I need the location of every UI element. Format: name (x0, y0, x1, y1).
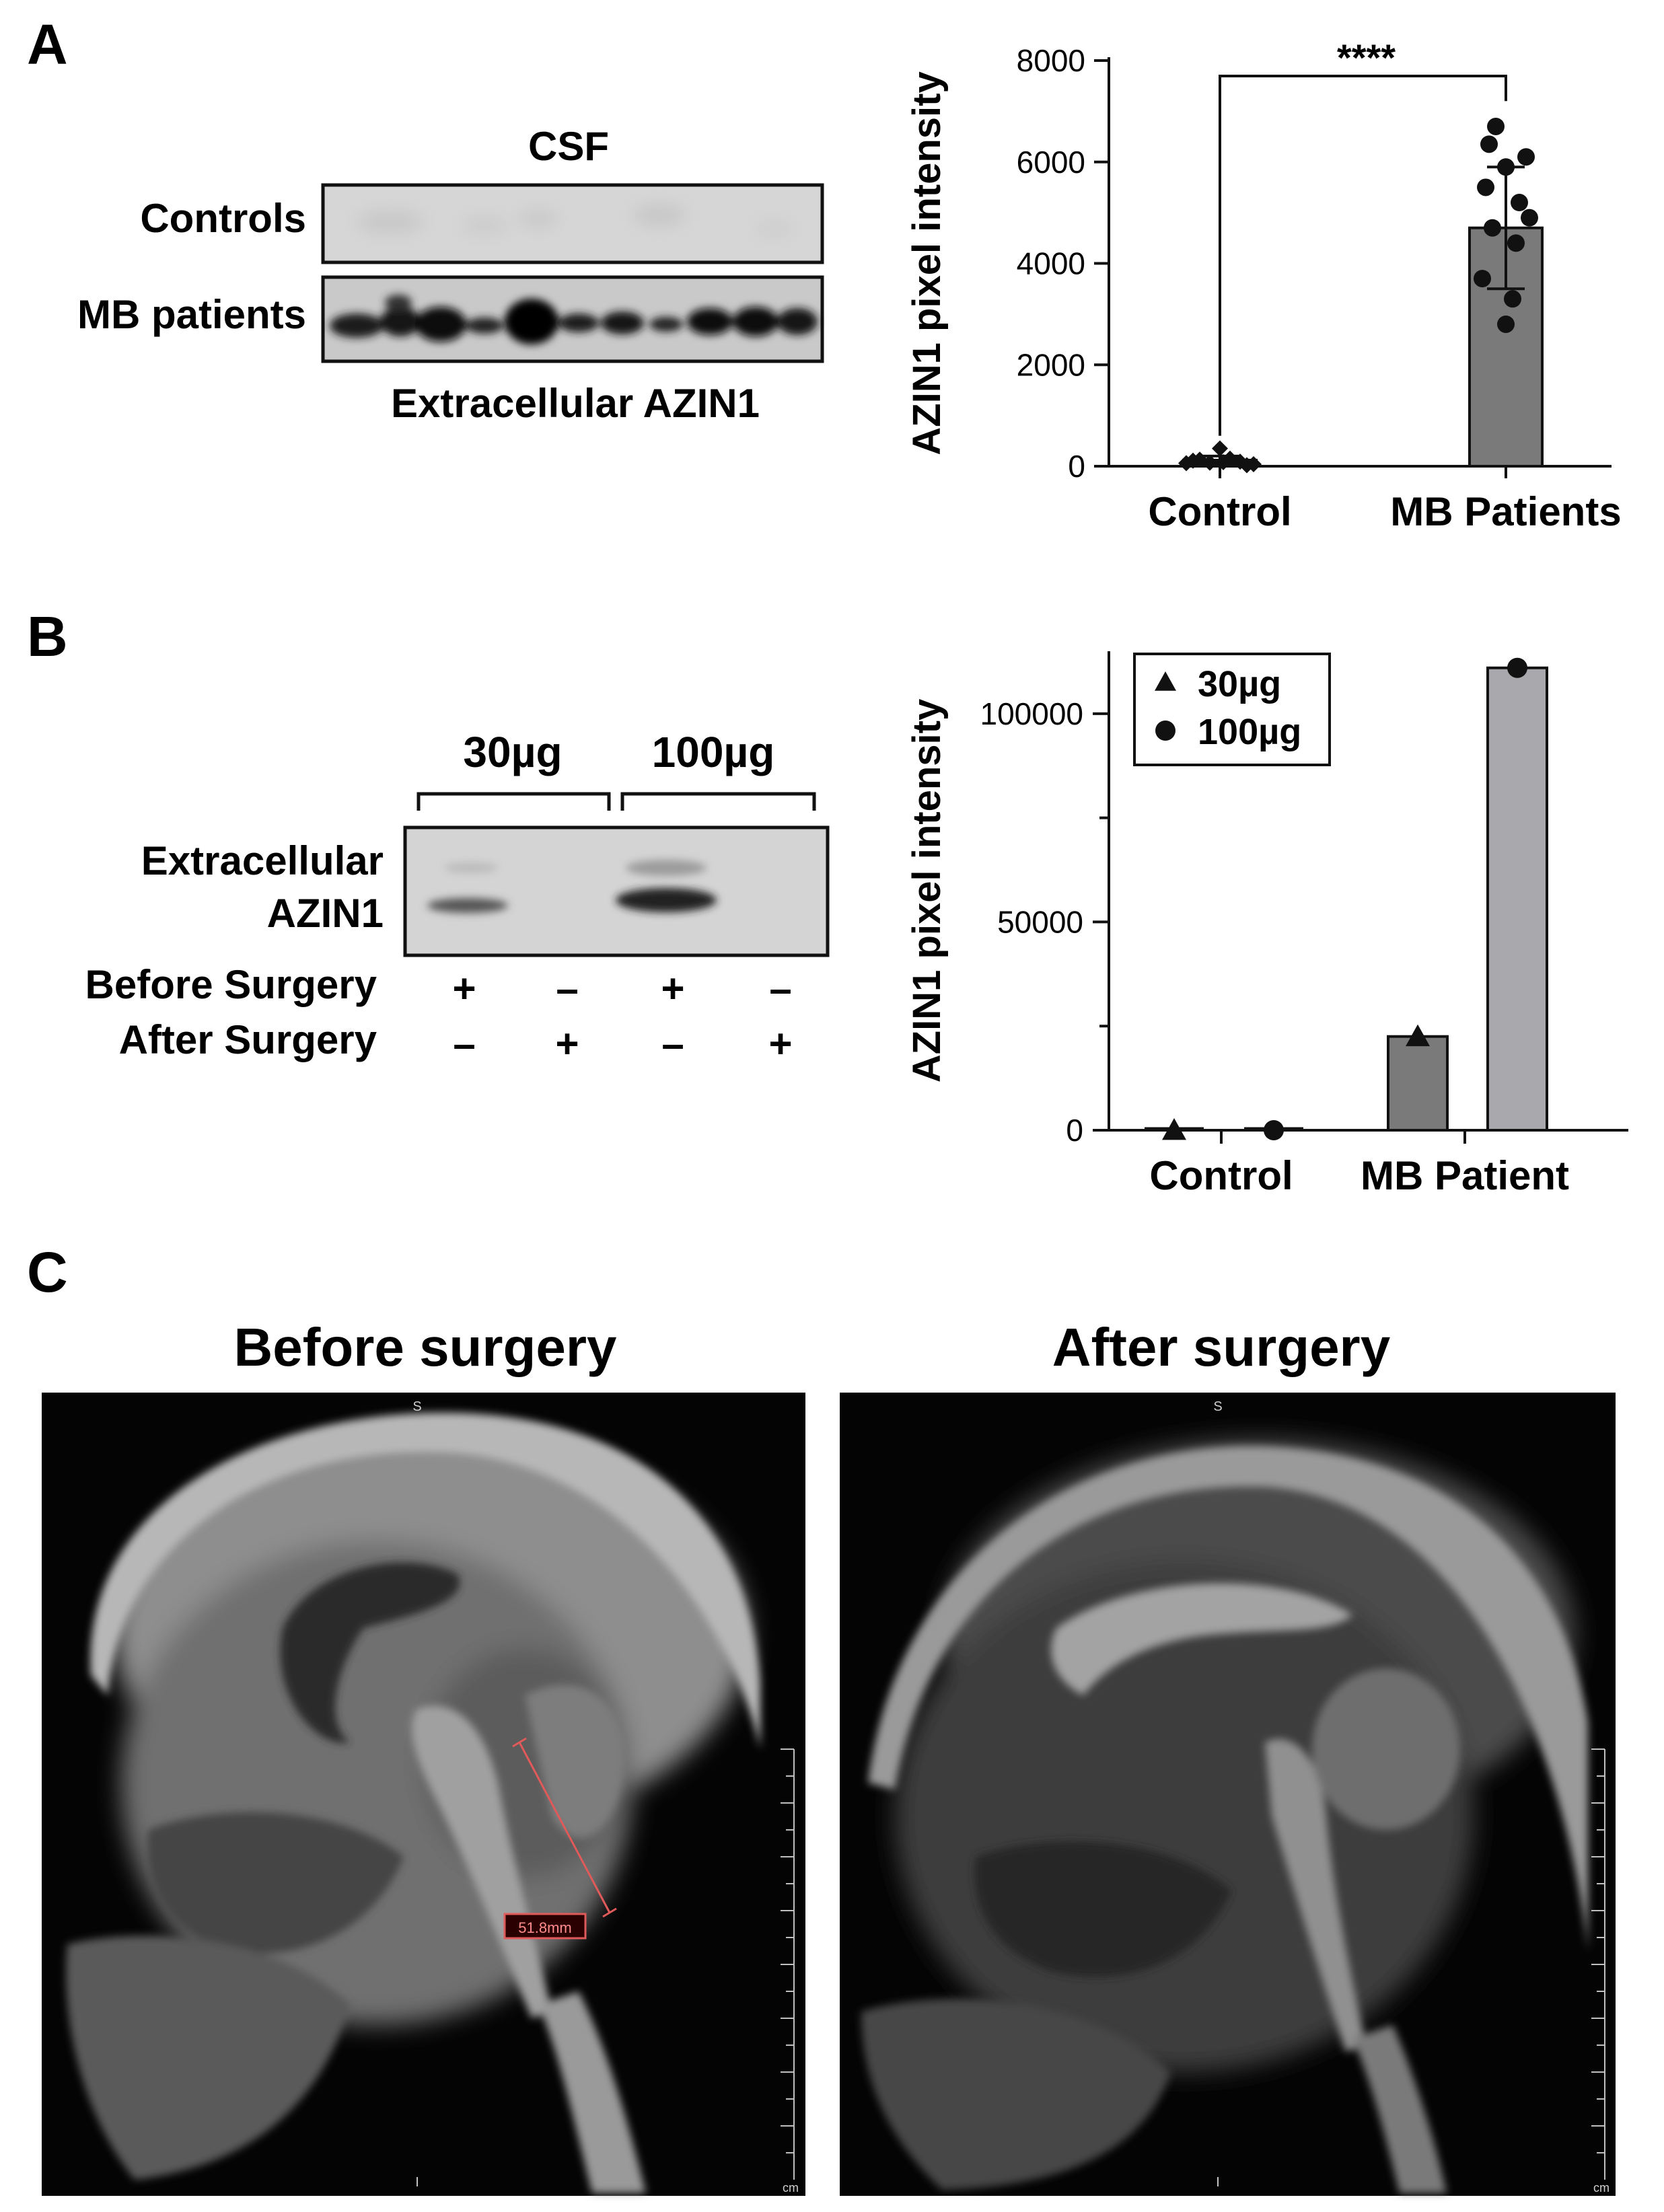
chart-a-y-tick-label: 8000 (1017, 43, 1085, 78)
chart-a-y-tick-label: 2000 (1017, 347, 1085, 382)
blot-a-caption: Extracellular AZIN1 (391, 381, 760, 426)
panel-label-a: A (27, 13, 68, 76)
chart-a-point-mb (1474, 270, 1491, 288)
chart-a: 0 2000 4000 6000 8000 Control MB Patients AZIN1… (905, 36, 1622, 534)
chart-a-point-mb (1487, 117, 1505, 135)
panel-label-c: C (27, 1241, 68, 1304)
chart-a-y-tick-label: 6000 (1017, 145, 1085, 180)
chart-b-legend-box (1133, 653, 1331, 766)
mri-after-image: S I cm (840, 1393, 1616, 2196)
mri-before-image: 51.8mm S I cm (42, 1393, 805, 2196)
chart-a-x-tick-label: MB Patients (1390, 489, 1621, 534)
mri-after-title: After surgery (1052, 1317, 1391, 1377)
blot-b-group-label-30: 30µg (463, 728, 562, 776)
blot-a-controls-faint-bands (357, 205, 794, 237)
blot-a-row-label-mb: MB patients (77, 292, 306, 337)
mri-before-title: Before surgery (233, 1317, 617, 1377)
blot-b-mark-before-2: – (556, 966, 578, 1011)
mri-measurement-box (503, 1913, 587, 1940)
chart-a-point-mb (1497, 158, 1515, 176)
blot-b-mark-before-4: – (769, 966, 791, 1011)
chart-a-significance-label: **** (1337, 36, 1396, 79)
mri-after-scale (1591, 1748, 1605, 2180)
chart-b-bar-30ug (1387, 1035, 1449, 1132)
blot-a-title: CSF (528, 124, 609, 169)
chart-a-y-tick-label: 0 (1068, 449, 1085, 484)
blot-b: 30µg 100µg Extracellular AZIN1 Before Su… (85, 728, 830, 1066)
chart-b-y-tick-label: 0 (1066, 1113, 1083, 1148)
mri-before-scale-unit: cm (783, 2181, 799, 2195)
blot-b-protein-label-line2: AZIN1 (267, 891, 384, 936)
chart-b-y-axis-label: AZIN1 pixel intensity (905, 699, 949, 1082)
chart-b-point-100ug (1507, 657, 1527, 678)
blot-a-mb-bands (330, 295, 818, 344)
chart-a-y-tick-label: 4000 (1017, 246, 1085, 281)
chart-a-y-axis-label: AZIN1 pixel intensity (905, 71, 949, 455)
blot-a: CSF Controls MB patients (77, 124, 824, 426)
chart-a-point-mb (1521, 209, 1538, 227)
mri-after-scale-unit: cm (1593, 2181, 1609, 2195)
chart-b-point-30ug (1406, 1024, 1430, 1047)
chart-b-point-100ug (1264, 1120, 1284, 1140)
blot-b-mark-after-1: – (453, 1021, 475, 1066)
blot-a-row-label-controls: Controls (140, 196, 306, 241)
blot-b-bracket-30 (417, 792, 611, 811)
blot-b-mark-after-3: – (661, 1021, 684, 1066)
chart-a-point-mb (1511, 194, 1528, 212)
chart-a-point-mb (1484, 219, 1501, 237)
chart-b-legend: 30µg 100µg (1133, 653, 1331, 766)
chart-a-point-mb (1504, 290, 1521, 308)
mri-before-orientation-bottom: I (415, 2175, 419, 2190)
mri-before-scale (781, 1748, 795, 2180)
blot-b-mark-after-2: + (555, 1021, 579, 1066)
chart-a-x-tick-label: Control (1148, 489, 1291, 534)
blot-b-mark-before-1: + (452, 966, 476, 1011)
chart-b-point-30ug (1162, 1118, 1186, 1140)
chart-b: 0 50000 100000 Control MB Patient AZIN1 pixel… (905, 651, 1628, 1198)
blot-b-mark-after-4: + (768, 1021, 792, 1066)
chart-a-point-mb (1480, 135, 1498, 153)
chart-b-x-tick-label: Control (1149, 1153, 1293, 1198)
blot-b-row-label-before: Before Surgery (85, 962, 377, 1007)
blot-b-bands (427, 860, 717, 913)
chart-a-point-control (1239, 457, 1255, 474)
chart-a-point-mb (1477, 178, 1494, 196)
blot-b-strip (403, 825, 830, 957)
chart-b-y-tick-label: 100000 (980, 696, 1084, 731)
blot-b-bracket-100 (620, 792, 816, 811)
chart-a-point-control (1215, 453, 1231, 470)
mri-before-orientation-top: S (412, 1399, 421, 1414)
chart-b-legend-label-100ug: 100µg (1198, 712, 1301, 752)
panel-label-b: B (27, 605, 68, 668)
blot-b-row-label-after: After Surgery (119, 1017, 377, 1062)
mri-after-orientation-bottom: I (1216, 2175, 1220, 2190)
chart-b-bar-100ug (1486, 666, 1548, 1132)
blot-b-group-label-100: 100µg (652, 728, 775, 776)
chart-a-point-control (1185, 452, 1201, 469)
chart-b-legend-marker-100ug (1155, 721, 1175, 741)
blot-b-protein-label-line1: Extracellular (141, 838, 384, 883)
chart-a-point-control (1212, 440, 1228, 457)
mri-after-orientation-top: S (1213, 1399, 1222, 1414)
chart-a-point-mb (1507, 234, 1525, 252)
chart-a-point-mb (1497, 315, 1515, 333)
chart-b-y-tick-label: 50000 (997, 904, 1083, 939)
chart-a-significance-bracket (1219, 75, 1507, 436)
chart-b-legend-marker-30ug (1155, 671, 1176, 691)
chart-b-legend-label-30ug: 30µg (1198, 664, 1281, 704)
chart-b-x-tick-label: MB Patient (1361, 1153, 1569, 1198)
mri-measurement-label: 51.8mm (518, 1919, 571, 1936)
chart-a-point-control (1202, 454, 1218, 471)
blot-b-mark-before-3: + (661, 966, 684, 1011)
chart-a-point-mb (1517, 148, 1535, 166)
